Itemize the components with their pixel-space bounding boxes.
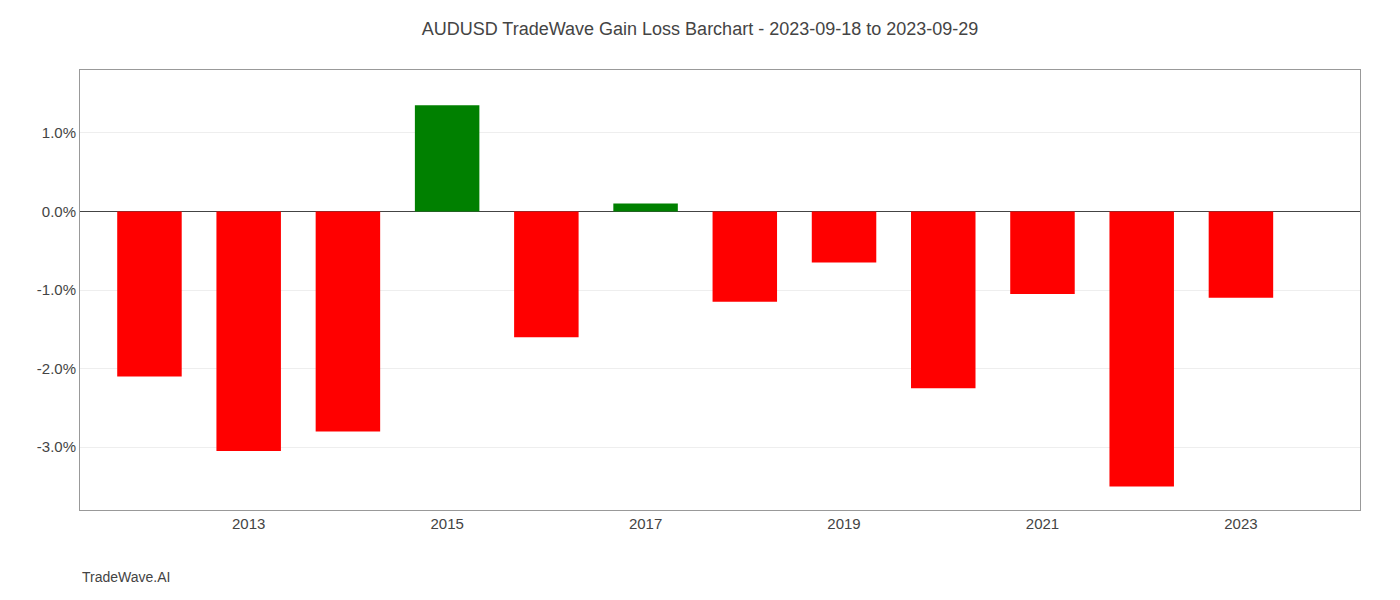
svg-text:2017: 2017 [629,515,662,532]
svg-text:-2.0%: -2.0% [37,360,76,377]
svg-text:AUDUSD TradeWave Gain Loss Bar: AUDUSD TradeWave Gain Loss Barchart - 20… [422,19,979,39]
svg-text:2023: 2023 [1224,515,1257,532]
svg-text:-3.0%: -3.0% [37,438,76,455]
svg-text:0.0%: 0.0% [42,203,76,220]
svg-text:-1.0%: -1.0% [37,281,76,298]
svg-text:1.0%: 1.0% [42,124,76,141]
svg-text:2019: 2019 [827,515,860,532]
svg-text:2013: 2013 [232,515,265,532]
svg-text:2015: 2015 [430,515,463,532]
svg-text:2021: 2021 [1026,515,1059,532]
svg-text:TradeWave.AI: TradeWave.AI [82,569,170,585]
